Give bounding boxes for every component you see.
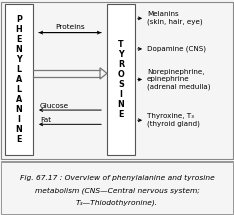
Text: Thyroxine, T₃
(thyroid gland): Thyroxine, T₃ (thyroid gland) [147, 113, 200, 127]
Text: Fig. 67.17 : Overview of phenylalanine and tyrosine: Fig. 67.17 : Overview of phenylalanine a… [20, 175, 214, 181]
Bar [5, 4, 33, 155]
Text: Glucose: Glucose [40, 103, 69, 109]
Text: Fat: Fat [40, 117, 51, 123]
Text: T
Y
R
O
S
I
N
E: T Y R O S I N E [118, 40, 124, 119]
Text: T₃—Thiodothyronine).: T₃—Thiodothyronine). [76, 199, 158, 206]
Text: metabolism (CNS—Central nervous system;: metabolism (CNS—Central nervous system; [35, 187, 199, 194]
Bar [107, 4, 135, 155]
Text: Proteins: Proteins [55, 24, 85, 30]
Text: Melanins
(skin, hair, eye): Melanins (skin, hair, eye) [147, 11, 203, 25]
Text: P
H
E
N
Y
L
A
L
A
N
I
N
E: P H E N Y L A L A N I N E [16, 15, 22, 144]
Text: Dopamine (CNS): Dopamine (CNS) [147, 46, 206, 52]
Text: Norepinephrine,
epinephrine
(adrenal medulla): Norepinephrine, epinephrine (adrenal med… [147, 69, 211, 90]
